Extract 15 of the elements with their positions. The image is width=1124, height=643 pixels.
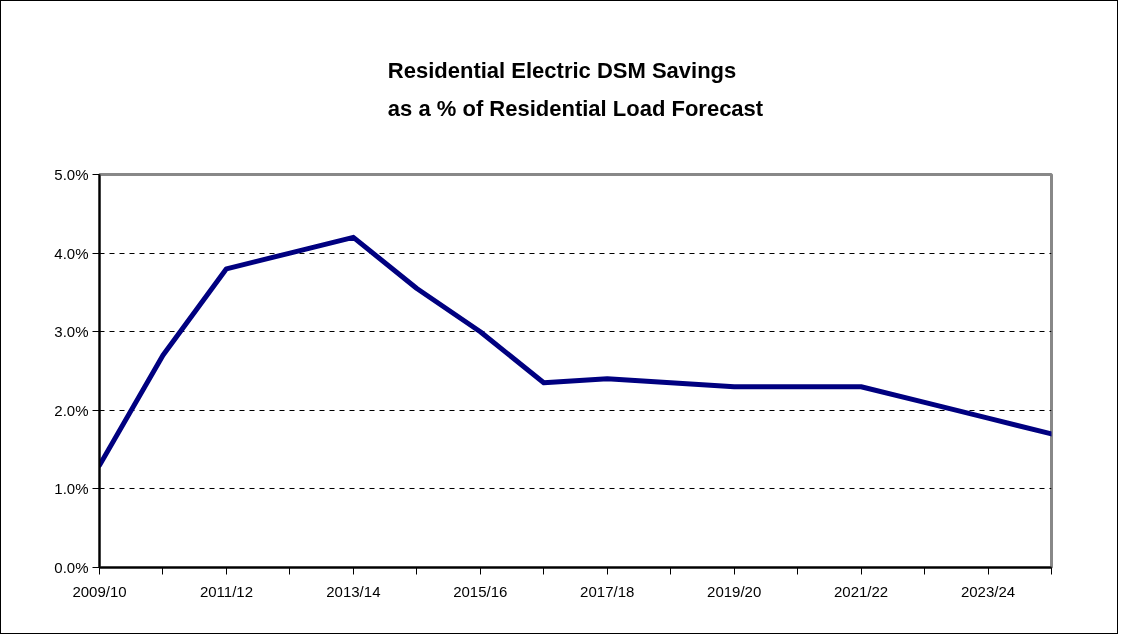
y-tick-label: 3.0%	[54, 323, 89, 341]
x-tick-label: 2023/24	[960, 582, 1016, 600]
chart-title: Residential Electric DSM Savings as a % of Residential Load Forecast	[387, 58, 764, 121]
x-tick-label: 2021/22	[833, 582, 889, 600]
y-tick-label: 2.0%	[54, 401, 89, 419]
x-tick-label: 2015/16	[453, 582, 508, 600]
x-tick-label: 2011/12	[199, 582, 253, 600]
y-tick-label: 0.0%	[54, 559, 89, 576]
y-tick-label: 4.0%	[54, 244, 89, 262]
y-tick-label: 5.0%	[54, 166, 89, 183]
x-tick-label: 2009/10	[72, 582, 127, 600]
x-tick-label: 2017/18	[580, 582, 635, 600]
x-tick-label: 2013/14	[326, 582, 381, 600]
y-tick-label: 1.0%	[54, 480, 89, 498]
x-tick-label: 2019/20	[707, 582, 762, 600]
